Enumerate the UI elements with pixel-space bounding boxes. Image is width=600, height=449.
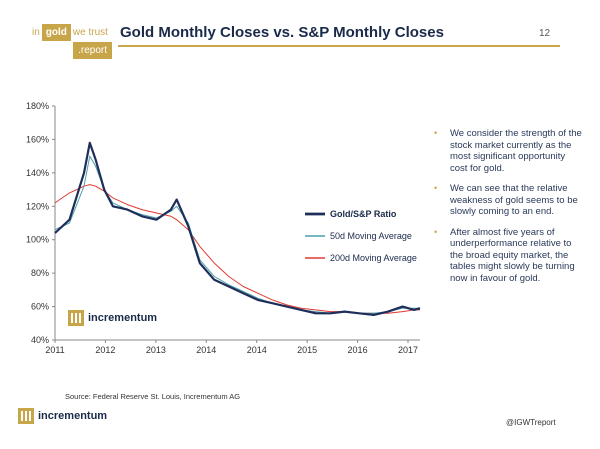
chart-watermark-logo: incrementum bbox=[68, 310, 157, 326]
x-tick-label: 2017 bbox=[398, 345, 418, 355]
ratio-line-chart: 40% 60% 80% 100% 120% 140% 160% 180% 2011 2012 201… bbox=[26, 101, 421, 355]
y-tick-label: 120% bbox=[26, 201, 49, 211]
y-tick-label: 40% bbox=[31, 335, 49, 345]
footer-logo: incrementum bbox=[18, 408, 107, 424]
title-underline bbox=[118, 45, 560, 47]
y-tick-label: 80% bbox=[31, 268, 49, 278]
y-tick-label: 60% bbox=[31, 302, 49, 312]
x-tick-label: 2016 bbox=[348, 345, 368, 355]
x-tick-label: 2012 bbox=[95, 345, 115, 355]
x-tick-label: 2014 bbox=[247, 345, 267, 355]
brand-logo: in gold we trust .report bbox=[30, 22, 112, 62]
commentary-item: • We consider the strength of the stock m… bbox=[434, 128, 582, 174]
commentary-item: • We can see that the relative weakness o… bbox=[434, 183, 578, 217]
series-line-200d-moving-average bbox=[54, 184, 420, 314]
series-line-gold-s-p-ratio bbox=[54, 141, 421, 316]
y-tick-label: 100% bbox=[26, 235, 49, 245]
x-tick-label: 2013 bbox=[146, 345, 166, 355]
page-title: Gold Monthly Closes vs. S&P Monthly Clos… bbox=[120, 24, 444, 41]
incrementum-tree-icon bbox=[68, 310, 84, 326]
footer-brand-text: incrementum bbox=[38, 410, 108, 422]
x-tick-label: 2015 bbox=[297, 345, 317, 355]
legend-label: 50d Moving Average bbox=[330, 231, 412, 241]
twitter-handle: @IGWTreport bbox=[506, 418, 556, 427]
commentary-list: • We consider the strength of the stock m… bbox=[432, 128, 582, 293]
legend-label: Gold/S&P Ratio bbox=[330, 209, 397, 219]
logo-word-report: .report bbox=[73, 42, 112, 59]
logo-word-we-trust: we trust bbox=[72, 26, 108, 38]
legend-label: 200d Moving Average bbox=[330, 253, 417, 263]
y-tick-label: 140% bbox=[26, 168, 49, 178]
chart-watermark-text: incrementum bbox=[88, 312, 158, 324]
y-tick-label: 160% bbox=[26, 134, 49, 144]
commentary-item: • After almost five years of underperform… bbox=[434, 226, 575, 284]
logo-word-gold: gold bbox=[41, 23, 71, 41]
source-note: Source: Federal Reserve St. Louis, Incre… bbox=[65, 392, 241, 401]
y-tick-label: 180% bbox=[26, 101, 49, 111]
incrementum-tree-icon bbox=[18, 408, 34, 424]
x-tick-label: 2011 bbox=[45, 345, 64, 355]
logo-word-in: in bbox=[32, 26, 40, 38]
page-number: 12 bbox=[539, 28, 551, 39]
x-tick-label: 2014 bbox=[196, 345, 216, 355]
